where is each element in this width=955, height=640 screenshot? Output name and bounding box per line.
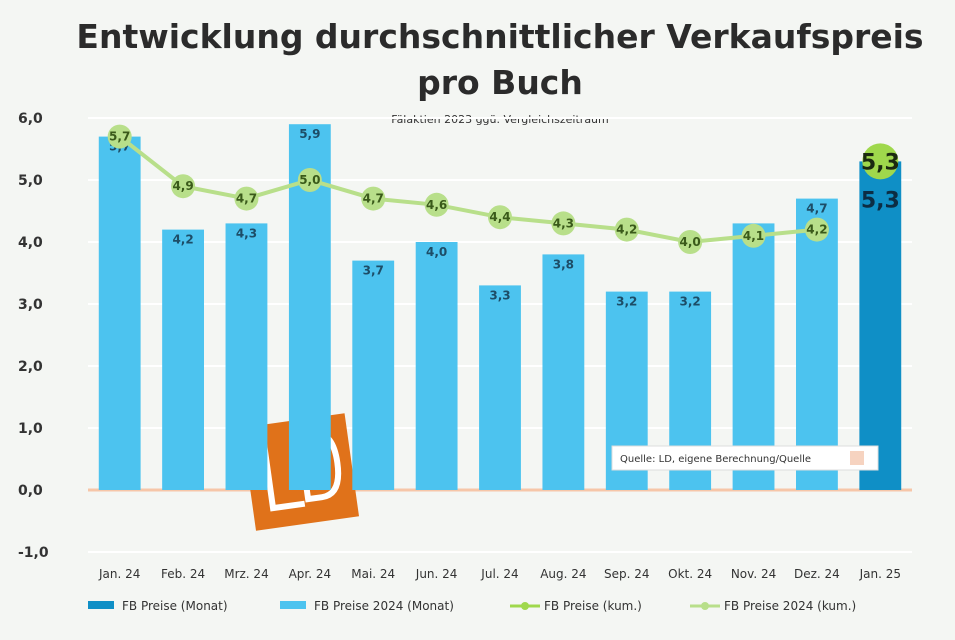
y-tick-label: 1,0	[18, 421, 43, 437]
x-tick-label: Mrz. 24	[224, 567, 268, 581]
point-data-label: 4,9	[172, 179, 193, 193]
bar-data-label: 5,9	[299, 127, 320, 141]
x-tick-label: Sep. 24	[604, 567, 650, 581]
bar	[542, 254, 585, 490]
bar	[415, 242, 458, 490]
x-tick-label: Mai. 24	[351, 567, 395, 581]
bar-data-label: 4,2	[172, 233, 193, 247]
x-tick-label: Aug. 24	[540, 567, 586, 581]
bar	[479, 285, 521, 490]
line-point	[424, 192, 449, 217]
point-data-label: 4,2	[616, 223, 637, 237]
x-tick-label: Nov. 24	[731, 567, 776, 581]
x-tick-label: Feb. 24	[161, 567, 205, 581]
legend-swatch	[88, 601, 114, 609]
grid: -1,0 0,0 1,0 2,0 3,0 4,0 5,0 6,0 Jan. 24 Feb. 24 M…	[18, 111, 912, 581]
line-point	[862, 143, 899, 180]
source-note: Quelle: LD, eigene Berechnung/Quelle	[611, 445, 879, 471]
bar	[98, 136, 141, 490]
bar	[352, 260, 395, 490]
line-point	[551, 211, 576, 236]
y-tick-label: 4,0	[18, 235, 43, 251]
y-tick-label: 3,0	[18, 297, 43, 313]
point-data-label: 4,7	[236, 192, 257, 206]
y-tick-label: 2,0	[18, 359, 43, 375]
chart-title-line2: pro Buch	[417, 63, 583, 102]
line-point	[741, 223, 766, 248]
y-tick-label: 6,0	[18, 111, 43, 127]
legend: FB Preise (Monat) FB Preise 2024 (Monat) F…	[88, 599, 856, 613]
line-point	[171, 174, 196, 199]
series-line	[118, 135, 818, 245]
bar-data-label: 4,3	[236, 226, 257, 240]
bar	[859, 161, 902, 490]
source-note-marker	[850, 451, 864, 465]
point-data-label: 5,0	[299, 173, 320, 187]
lines: 5,3 5,7 4,9 4,7 5,0 4,7 4,6 4,4 4,3 4,2 4,0 4,1 4,2	[107, 124, 900, 254]
line-point	[678, 230, 703, 254]
bars: 5,3 5,7 4,2 4,3 5,9 3,7 4,0 3,3 3,8 3,2 3,2 4,3 4,7	[98, 124, 902, 490]
bar-data-label: 3,2	[616, 295, 637, 309]
legend-label: FB Preise 2024 (kum.)	[724, 599, 856, 613]
y-tick-label: 5,0	[18, 173, 43, 189]
source-note-text: Quelle: LD, eigene Berechnung/Quelle	[620, 454, 811, 465]
y-tick-label: -1,0	[18, 545, 49, 561]
legend-label: FB Preise (Monat)	[122, 599, 228, 613]
x-tick-label: Okt. 24	[668, 567, 712, 581]
line-point	[297, 168, 322, 192]
point-data-label: 4,4	[489, 210, 510, 224]
legend-marker	[701, 602, 709, 610]
chart-subtitle: Fälaktien 2023 ggü. Vergleichszeitraum	[391, 113, 609, 126]
line-point	[614, 217, 639, 242]
bar	[162, 229, 204, 490]
point-data-label: 4,1	[743, 229, 764, 243]
legend-label: FB Preise 2024 (Monat)	[314, 599, 454, 613]
line-point	[361, 186, 386, 211]
source-note-box	[611, 445, 879, 471]
bar-data-label: 4,7	[806, 202, 827, 216]
bar-data-label: 3,2	[680, 295, 701, 309]
bar	[796, 198, 838, 490]
point-data-label: 4,2	[806, 223, 827, 237]
point-data-label: 4,6	[426, 198, 447, 212]
x-tick-label: Jun. 24	[415, 567, 458, 581]
x-tick-label: Dez. 24	[794, 567, 840, 581]
bar-data-label: 3,8	[553, 257, 574, 271]
x-tick-label: Jan. 24	[98, 567, 140, 581]
point-data-label: 4,0	[680, 235, 701, 249]
x-tick-label: Jan. 25	[859, 567, 901, 581]
bar	[225, 223, 268, 490]
x-tick-label: Apr. 24	[289, 567, 332, 581]
y-tick-label: 0,0	[18, 483, 43, 499]
line-point	[804, 217, 829, 242]
bar-data-label: 3,3	[489, 288, 510, 302]
point-data-label: 5,3	[861, 150, 900, 175]
point-data-label: 4,3	[553, 216, 574, 230]
line-point	[234, 186, 259, 211]
bar-data-label: 3,7	[363, 264, 384, 278]
bar-data-label: 4,0	[426, 245, 447, 259]
bar-data-label: 5,3	[861, 188, 900, 213]
point-data-label: 5,7	[109, 130, 130, 144]
line-point	[488, 205, 512, 230]
legend-swatch	[280, 601, 306, 609]
x-tick-label: Jul. 24	[480, 567, 518, 581]
point-data-label: 4,7	[363, 192, 384, 206]
legend-label: FB Preise (kum.)	[544, 599, 642, 613]
chart-title-line1: Entwicklung durchschnittlicher Verkaufsp…	[76, 17, 923, 56]
line-point	[107, 124, 132, 149]
legend-marker	[521, 602, 529, 610]
